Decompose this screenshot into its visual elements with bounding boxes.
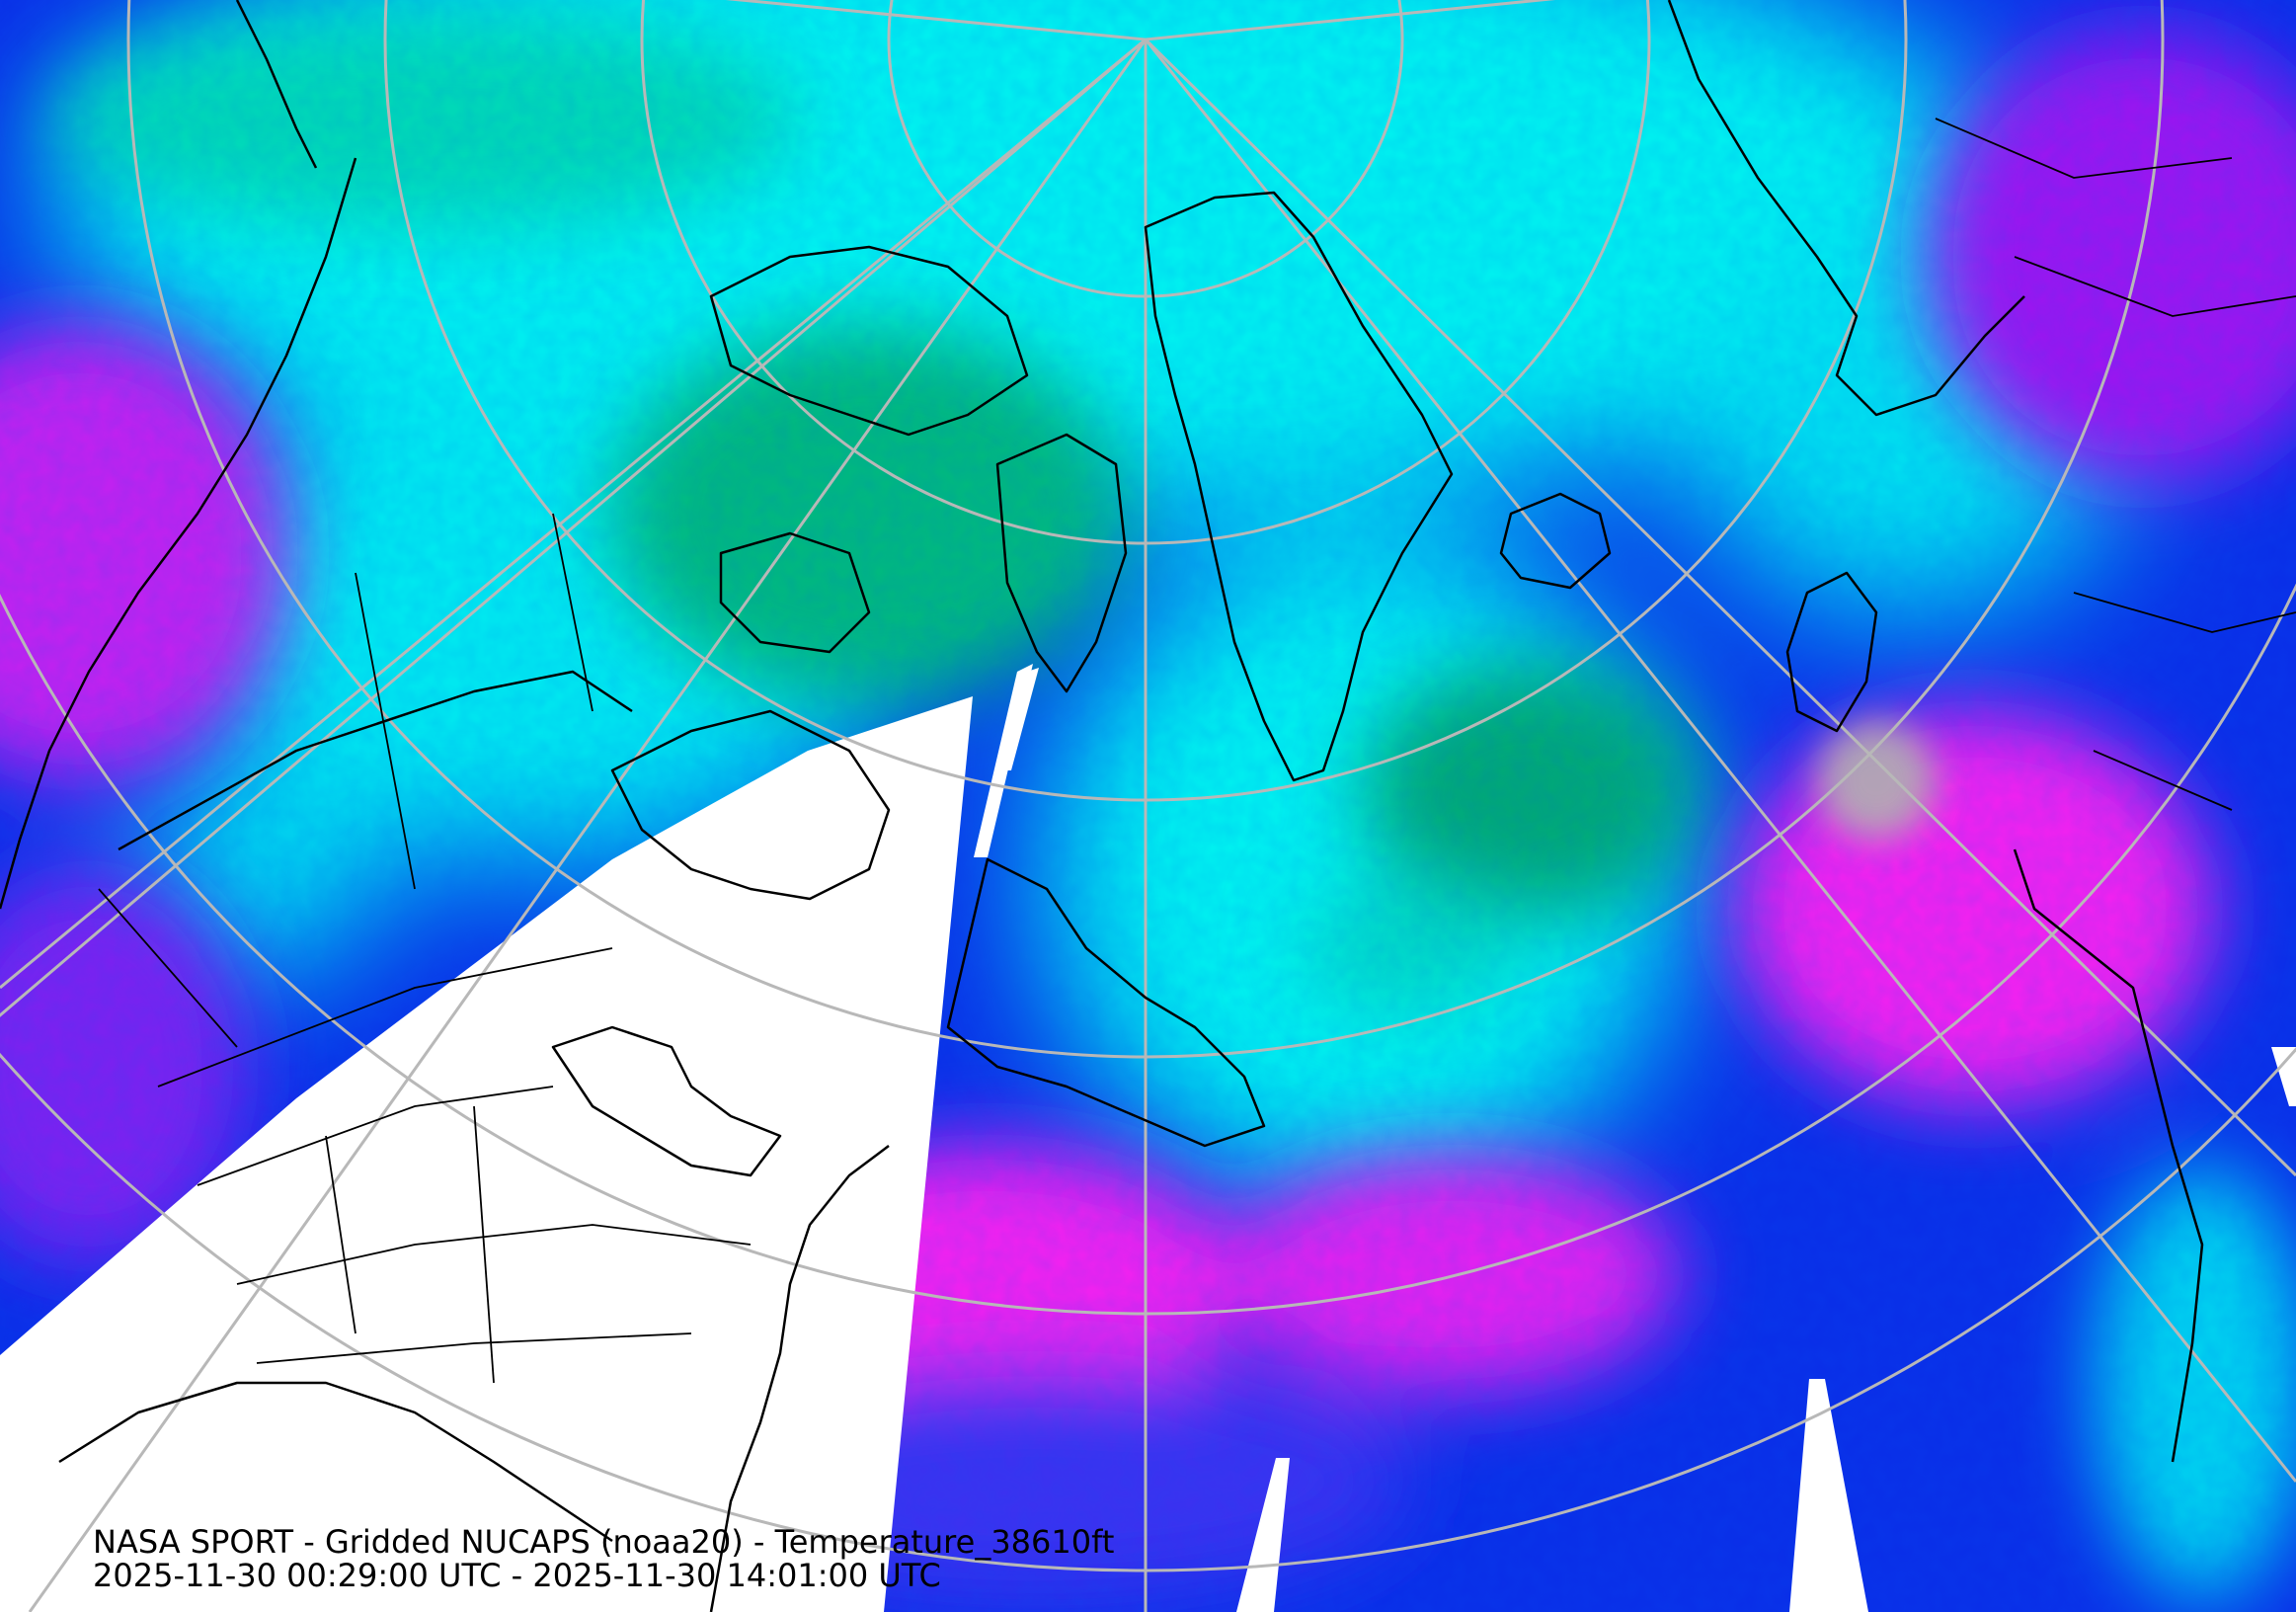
baffin-island-coast xyxy=(995,433,1128,693)
interior-border-3 xyxy=(236,1224,752,1285)
meridian-5 xyxy=(1144,38,2296,1177)
no-data-gap-atlantic-sliver xyxy=(1236,1458,1290,1612)
state-province-borders xyxy=(98,118,2296,1384)
interior-border-6 xyxy=(256,1332,692,1364)
field-missing-grey xyxy=(1817,721,1936,840)
meridian-3 xyxy=(28,39,1148,1612)
interior-border-13 xyxy=(2093,750,2233,811)
coastlines xyxy=(0,0,2204,1612)
iceland-coast xyxy=(1499,492,1612,590)
no-data-gap-far-east-sliver xyxy=(2271,1047,2296,1106)
victoria-island-coast xyxy=(719,531,871,654)
no-data-gap-baffin-sliver-2 xyxy=(1001,668,1039,770)
meridian-2 xyxy=(0,38,1147,1017)
north-america-east-coast xyxy=(709,1145,890,1612)
arctic-islands-coast xyxy=(709,245,1029,437)
hudson-bay-coast xyxy=(610,709,891,901)
great-lakes xyxy=(551,1025,782,1177)
map-time-range: 2025-11-30 00:29:00 UTC - 2025-11-30 14:… xyxy=(93,1557,941,1594)
meridian-8 xyxy=(725,0,1147,41)
gulf-of-mexico-coast xyxy=(58,1381,613,1543)
interior-border-8 xyxy=(355,572,416,890)
us-canada-border xyxy=(118,670,633,851)
europe-west-coast xyxy=(2013,848,2204,1463)
interior-border-11 xyxy=(2014,256,2296,317)
interior-border-2 xyxy=(197,1086,554,1186)
interior-border-4 xyxy=(325,1135,356,1334)
map-caption: NASA SPORT - Gridded NUCAPS (noaa20) - T… xyxy=(93,1525,1114,1592)
interior-border-1 xyxy=(157,947,613,1088)
no-data-gap-east-sliver xyxy=(1789,1379,1868,1612)
north-america-west-coast xyxy=(0,157,357,910)
alaska-coast xyxy=(235,0,318,169)
interior-border-5 xyxy=(473,1105,495,1384)
interior-border-9 xyxy=(552,513,594,712)
meridian-7 xyxy=(1145,0,1556,41)
meridian-4 xyxy=(0,38,1147,990)
map-title: NASA SPORT - Gridded NUCAPS (noaa20) - T… xyxy=(93,1523,1115,1561)
interior-border-12 xyxy=(2073,592,2296,633)
interior-border-7 xyxy=(98,888,238,1048)
interior-border-10 xyxy=(1935,118,2233,179)
greenland-coast xyxy=(1144,191,1454,782)
british-isles-coast xyxy=(1785,571,1878,733)
scandinavia-coast xyxy=(1667,0,2025,417)
labrador-coast xyxy=(946,857,1266,1148)
